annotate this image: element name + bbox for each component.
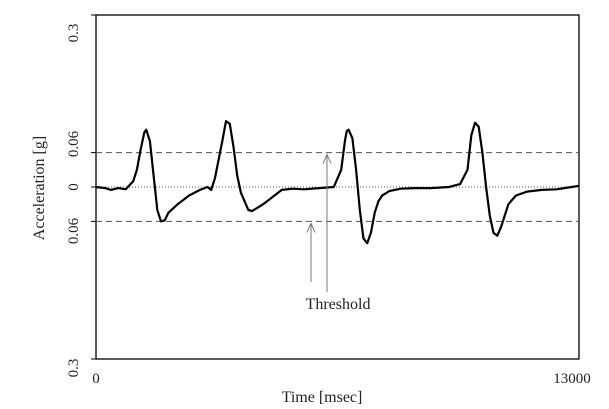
y-axis-title: Acceleration [g]: [31, 136, 48, 240]
threshold-lines: [96, 152, 579, 222]
y-tick-label-lower-threshold: 0.06: [66, 217, 82, 244]
series-line: [95, 120, 580, 245]
y-tick-label-zero: 0: [66, 183, 82, 191]
y-tick-label-upper-threshold: 0.06: [66, 130, 82, 157]
threshold-arrow: [322, 153, 332, 292]
x-axis-title: Time [msec]: [282, 389, 363, 406]
axis-ticks: [91, 14, 96, 360]
threshold-arrow: [306, 222, 316, 282]
y-tick-label-bottom: 0.3: [66, 359, 82, 378]
threshold-arrows: [306, 153, 332, 292]
threshold-annotation: Threshold: [306, 296, 371, 313]
x-tick-label-end: 13000: [553, 371, 591, 387]
y-tick-label-top: 0.3: [66, 24, 82, 43]
x-tick-label-start: 0: [92, 371, 100, 387]
